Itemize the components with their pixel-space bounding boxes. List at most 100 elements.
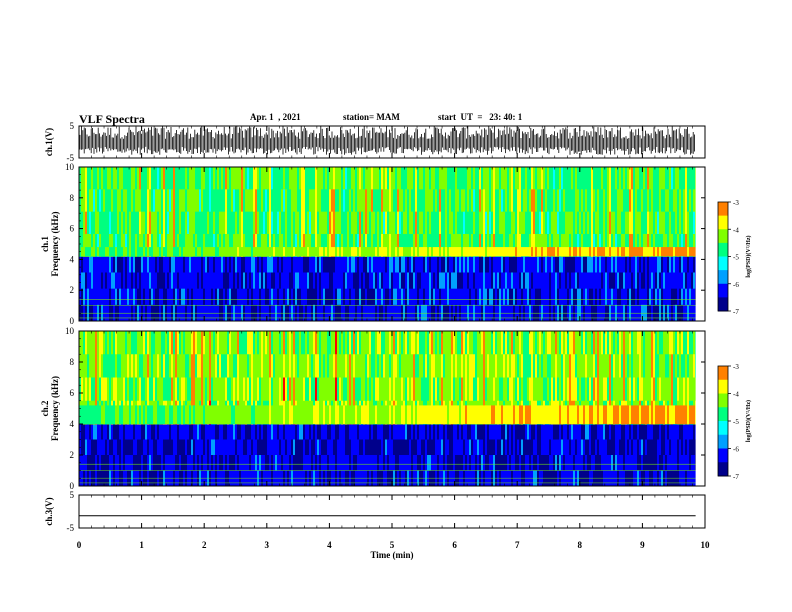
ch1-cell	[331, 272, 333, 290]
ch1-emission	[651, 247, 653, 257]
ch1-cell	[589, 272, 591, 290]
ch2-cell	[389, 377, 391, 402]
ch1-cell	[263, 233, 265, 257]
ch1-cell	[197, 233, 199, 257]
ch1-cell	[481, 256, 483, 273]
ch1-cell	[477, 167, 479, 190]
ch2-cell	[341, 354, 343, 378]
ch1-cell	[109, 256, 111, 273]
ch1-cell	[177, 233, 179, 257]
ch2-cell	[227, 455, 229, 471]
ch1-cell	[553, 272, 555, 290]
ch2-cell	[181, 424, 183, 440]
ch1-cell	[531, 167, 533, 190]
ch1-cell	[291, 189, 293, 213]
ch1-cell	[621, 233, 623, 257]
ch1-cell	[607, 233, 609, 257]
ch2-cell	[463, 377, 465, 402]
ch1-cell	[197, 211, 199, 235]
ch1-cell	[675, 288, 677, 306]
ch2-cell	[397, 354, 399, 378]
ch1-cell	[365, 211, 367, 235]
ch2-cell	[473, 377, 475, 402]
ch1-emission	[261, 247, 263, 257]
ch2-cell	[367, 354, 369, 378]
ch1-cell	[495, 211, 497, 235]
ch1-cell	[255, 211, 257, 235]
ch2-cell	[283, 455, 285, 471]
ch1-emission	[301, 247, 303, 257]
ch2-cell	[387, 455, 389, 471]
ch1-cell	[177, 272, 179, 290]
ch1-cell	[143, 288, 145, 306]
ch1-cell	[655, 272, 657, 290]
ch1-cell	[185, 211, 187, 235]
ch1-emission	[473, 247, 475, 257]
ch1-cell	[281, 189, 283, 213]
ch2-cell	[161, 455, 163, 471]
ch1-cell	[141, 189, 143, 213]
ch1-cell	[679, 288, 681, 306]
ch1-cell	[257, 167, 259, 190]
ch1-cell	[671, 272, 673, 290]
ch1-cell	[323, 256, 325, 273]
ch2-cell	[263, 439, 265, 456]
ch2-cell	[125, 354, 127, 378]
ch1-emission	[569, 247, 571, 257]
ch1-cell	[461, 233, 463, 257]
ch2-cell	[225, 424, 227, 440]
ch1-cell	[169, 272, 171, 290]
ch1-cell	[503, 211, 505, 235]
ch2-cell	[183, 354, 185, 378]
ch2-cell	[215, 354, 217, 378]
ch1-cell	[671, 211, 673, 235]
ch2-cell	[231, 354, 233, 378]
ch1-cell	[349, 256, 351, 273]
ch1-cell	[667, 272, 669, 290]
ch1-cell	[385, 256, 387, 273]
ch1-cell	[485, 189, 487, 213]
ch1-cell	[107, 167, 109, 190]
ch1-cell	[307, 272, 309, 290]
ch1-cell	[471, 189, 473, 213]
ch2-cell	[485, 439, 487, 456]
ch1-emission	[401, 247, 403, 257]
ch1-cell	[457, 189, 459, 213]
ch2-cell	[429, 354, 431, 378]
ch1-cell	[401, 256, 403, 273]
ch1-cell	[431, 272, 433, 290]
ch2-cell	[229, 354, 231, 378]
ch2-cell	[227, 439, 229, 456]
ch1-cell	[225, 256, 227, 273]
ch1-cell	[189, 211, 191, 235]
ch1-cell	[487, 272, 489, 290]
ch1-cell	[267, 233, 269, 257]
ch1-cell	[611, 167, 613, 190]
ch1-blank	[695, 167, 705, 321]
ch2-cell	[143, 377, 145, 402]
ch2-cell	[467, 455, 469, 471]
ch2-cell	[465, 331, 467, 355]
ch1-cell	[115, 211, 117, 235]
ch1-cell	[609, 272, 611, 290]
ch1-cell	[539, 272, 541, 290]
ch1-cell	[151, 256, 153, 273]
ch2-cell	[363, 331, 365, 355]
ch1-cell	[633, 167, 635, 190]
ch2-cell	[275, 439, 277, 456]
ch1-cell	[575, 211, 577, 235]
ch1-cell	[449, 272, 451, 290]
ch1-cell	[669, 189, 671, 213]
ch2-cell	[253, 331, 255, 355]
ch1-cell	[431, 288, 433, 306]
ch1-cell	[223, 233, 225, 257]
ch1-cell	[467, 233, 469, 257]
ch2-cell	[251, 455, 253, 471]
ch1-cell	[171, 288, 173, 306]
ch1-cell	[479, 167, 481, 190]
ch1-cell	[239, 167, 241, 190]
ch1-cell	[411, 211, 413, 235]
ch1-cell	[523, 288, 525, 306]
ch1-cell	[571, 256, 573, 273]
ch1-cell	[505, 167, 507, 190]
